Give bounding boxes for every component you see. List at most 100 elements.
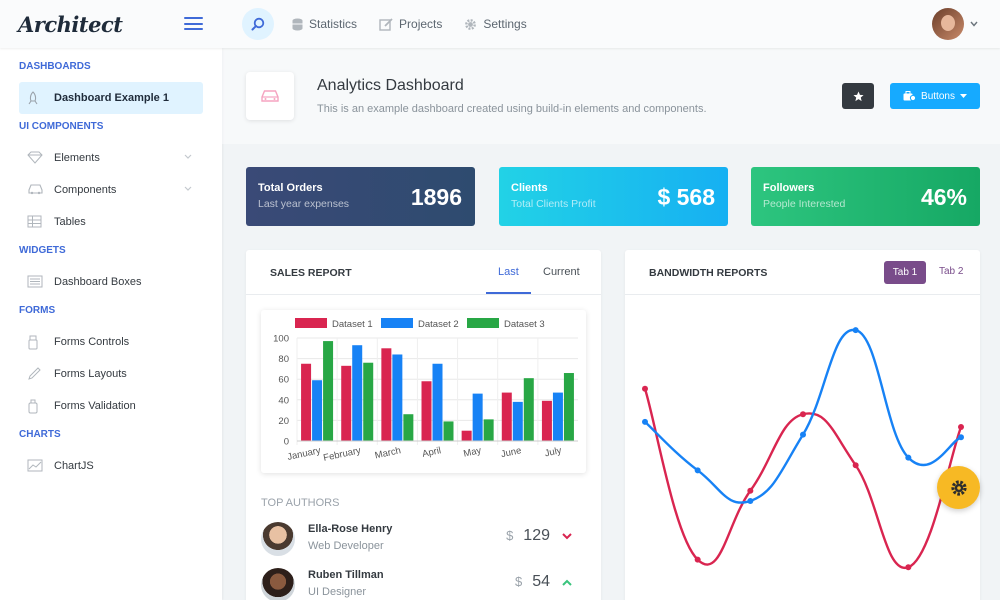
topnav-settings[interactable]: Settings: [464, 17, 527, 31]
favorite-button[interactable]: [842, 83, 874, 109]
bar: [323, 341, 334, 441]
buttons-dropdown-button[interactable]: Buttons: [890, 83, 980, 109]
data-point: [852, 462, 859, 469]
legend-swatch: [467, 318, 499, 328]
stat-title: Clients: [511, 182, 548, 194]
stat-card-clients: Clients Total Clients Profit $ 568: [499, 167, 728, 226]
business-time-icon: [903, 91, 917, 101]
data-point: [905, 564, 912, 571]
y-tick-label: 60: [278, 375, 289, 386]
author-amount: $129: [506, 527, 550, 545]
data-point: [958, 424, 964, 430]
sidebar-item-forms-controls[interactable]: Forms Controls: [0, 326, 222, 358]
panel-header: BANDWIDTH REPORTS Tab 1 Tab 2: [625, 250, 980, 295]
light-icon: [28, 335, 38, 350]
logo-area: Architect: [0, 0, 222, 48]
bar: [392, 354, 403, 441]
sidebar-item-elements[interactable]: Elements: [0, 142, 222, 174]
sidebar-item-forms-validation[interactable]: Forms Validation: [0, 390, 222, 422]
x-tick-label: January: [286, 445, 322, 463]
y-tick-label: 40: [278, 395, 289, 406]
x-tick-label: February: [322, 445, 362, 464]
sidebar-heading: UI COMPONENTS: [19, 121, 104, 132]
gear-icon: [465, 18, 477, 30]
avatar: [261, 568, 295, 600]
hamburger-menu-icon[interactable]: [184, 17, 203, 30]
data-point: [852, 327, 859, 334]
data-point: [694, 467, 701, 474]
edit-icon: [379, 17, 393, 31]
angle-down-icon: [562, 533, 572, 540]
search-icon: [251, 17, 265, 31]
sidebar-item-tables[interactable]: Tables: [0, 206, 222, 238]
bar: [301, 363, 312, 441]
sidebar-item-chartjs[interactable]: ChartJS: [0, 450, 222, 482]
sidebar-section-forms: FORMS Forms Controls Forms Layouts Forms…: [0, 302, 222, 422]
bar: [363, 362, 374, 441]
bar: [541, 400, 552, 441]
avatar: [261, 522, 295, 556]
bar: [403, 414, 414, 441]
diamond-icon: [27, 151, 43, 164]
legend-label: Dataset 1: [332, 319, 373, 330]
bar-chart-svg: Dataset 1 Dataset 2 Dataset 3 0 20 40 60 80 100 J…: [273, 318, 578, 464]
stat-title: Followers: [763, 182, 815, 194]
list-item[interactable]: Ella-Rose Henry Web Developer $129: [261, 518, 586, 558]
top-authors-heading: TOP AUTHORS: [261, 497, 340, 509]
legend-label: Dataset 3: [504, 319, 545, 330]
legend-swatch: [295, 318, 327, 328]
sidebar-heading: DASHBOARDS: [19, 61, 91, 72]
amount-value: 129: [523, 527, 550, 544]
chevron-down-icon: [184, 186, 192, 191]
topnav-statistics[interactable]: Statistics: [292, 17, 357, 31]
page-subtitle: This is an example dashboard created usi…: [317, 103, 707, 115]
sales-bar-chart: Dataset 1 Dataset 2 Dataset 3 0 20 40 60 80 100 J…: [261, 310, 586, 473]
author-role: UI Designer: [308, 586, 367, 598]
sidebar-item-dashboard-boxes[interactable]: Dashboard Boxes: [0, 266, 222, 298]
bar: [512, 401, 523, 441]
data-point: [642, 385, 648, 392]
bar: [341, 365, 352, 441]
sidebar-item-label: Forms Validation: [54, 400, 136, 412]
chevron-down-icon: [970, 21, 978, 27]
sidebar-item-label: Elements: [54, 152, 100, 164]
search-button[interactable]: [242, 8, 274, 40]
topnav-projects[interactable]: Projects: [379, 17, 442, 31]
user-avatar[interactable]: [932, 8, 964, 40]
tab-last[interactable]: Last: [498, 266, 519, 278]
app-logo: Architect: [18, 11, 123, 37]
stat-value: 46%: [920, 184, 967, 210]
tab-1-button[interactable]: Tab 1: [884, 261, 926, 284]
star-icon: [852, 90, 864, 101]
sales-report-panel: SALES REPORT Last Current Dataset 1 Datas…: [246, 250, 601, 600]
data-point: [642, 418, 648, 425]
bar: [461, 430, 472, 441]
settings-fab-button[interactable]: [937, 466, 980, 509]
sidebar-item-components[interactable]: Components: [0, 174, 222, 206]
bar: [432, 363, 443, 441]
car-icon: [28, 184, 43, 195]
cog-icon: [950, 479, 967, 496]
stat-subtitle: Total Clients Profit: [511, 198, 596, 210]
sidebar: DASHBOARDS Dashboard Example 1 UI COMPON…: [0, 48, 222, 600]
sidebar-item-forms-layouts[interactable]: Forms Layouts: [0, 358, 222, 390]
stat-subtitle: People Interested: [763, 198, 846, 210]
y-tick-label: 20: [278, 416, 289, 427]
tab-2-button[interactable]: Tab 2: [939, 266, 964, 277]
stat-value: 1896: [410, 184, 462, 210]
author-name: Ella-Rose Henry: [308, 523, 393, 535]
x-tick-label: March: [374, 445, 402, 461]
list-item[interactable]: Ruben Tillman UI Designer $54: [261, 564, 586, 600]
bar: [312, 380, 323, 441]
buttons-label: Buttons: [921, 90, 955, 102]
sidebar-item-dashboard-example-1[interactable]: Dashboard Example 1: [19, 82, 203, 114]
tab-current[interactable]: Current: [543, 266, 580, 278]
author-name: Ruben Tillman: [308, 569, 384, 581]
user-menu[interactable]: [932, 8, 978, 40]
rocket-icon: [28, 91, 38, 105]
bar: [472, 393, 483, 441]
sidebar-item-label: Components: [54, 184, 117, 196]
x-tick-label: July: [544, 445, 563, 459]
x-tick-label: April: [421, 445, 442, 460]
sidebar-heading: WIDGETS: [19, 245, 66, 256]
